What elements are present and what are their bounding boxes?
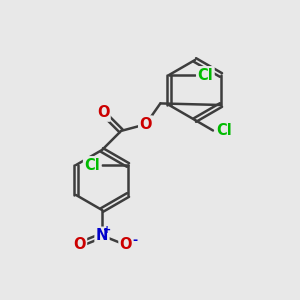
- Text: O: O: [140, 117, 152, 132]
- Text: O: O: [73, 237, 86, 252]
- Text: O: O: [120, 237, 132, 252]
- Text: Cl: Cl: [84, 158, 100, 172]
- Text: -: -: [132, 234, 138, 248]
- Text: +: +: [103, 225, 112, 235]
- Text: N: N: [96, 228, 108, 243]
- Text: Cl: Cl: [197, 68, 213, 82]
- Text: O: O: [97, 105, 109, 120]
- Text: Cl: Cl: [216, 123, 232, 138]
